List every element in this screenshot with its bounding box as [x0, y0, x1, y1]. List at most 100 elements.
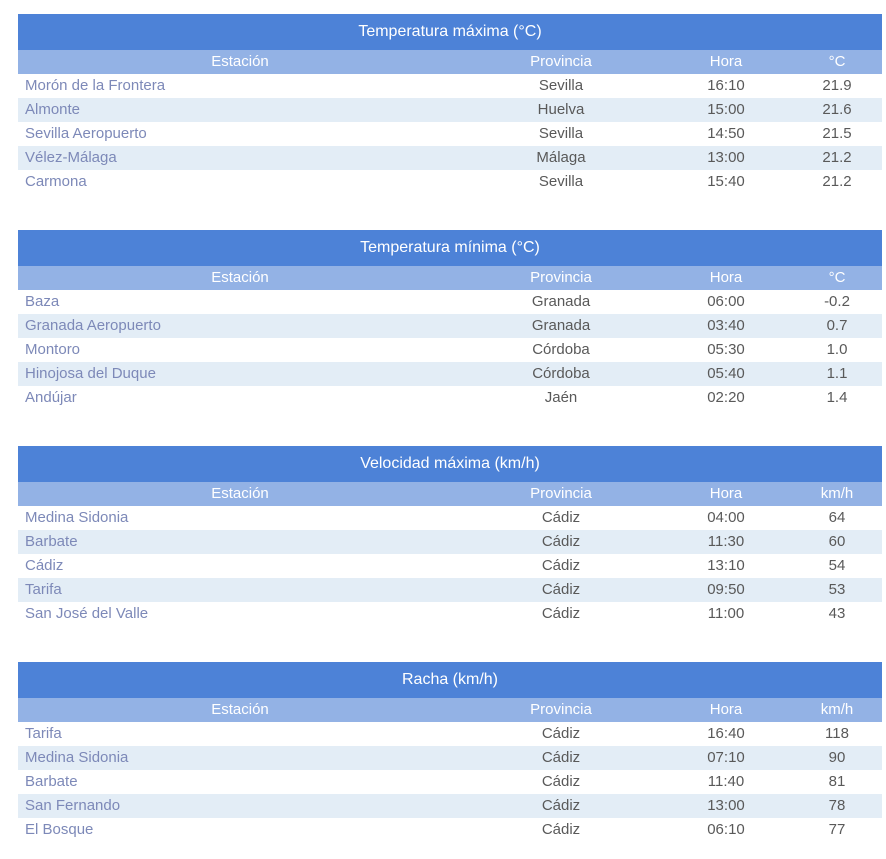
station-link[interactable]: Tarifa	[25, 581, 62, 598]
station-link[interactable]: Morón de la Frontera	[25, 77, 166, 94]
column-header-value: km/h	[820, 701, 854, 718]
table-header-row: Estación Provincia Hora km/h	[18, 482, 882, 506]
table-row: Morón de la Frontera Sevilla 16:10 21.9	[18, 74, 882, 98]
station-link[interactable]: Andújar	[25, 389, 77, 406]
column-header-estacion: Estación	[211, 485, 269, 502]
table-row: Cádiz Cádiz 13:10 54	[18, 554, 882, 578]
value-cell: 90	[828, 749, 846, 766]
hora-cell: 13:00	[707, 149, 745, 166]
hora-cell: 11:00	[707, 605, 745, 622]
station-link[interactable]: Hinojosa del Duque	[25, 365, 156, 382]
table-row: El Bosque Cádiz 06:10 77	[18, 818, 882, 842]
station-link[interactable]: Granada Aeropuerto	[25, 317, 161, 334]
value-cell: 53	[828, 581, 846, 598]
table-row: Almonte Huelva 15:00 21.6	[18, 98, 882, 122]
province-cell: Cádiz	[541, 557, 581, 574]
column-header-provincia: Provincia	[530, 701, 592, 718]
value-cell: 21.9	[822, 77, 852, 94]
station-link[interactable]: Sevilla Aeropuerto	[25, 125, 147, 142]
station-link[interactable]: Barbate	[25, 533, 78, 550]
column-header-estacion: Estación	[211, 269, 269, 286]
table-row: Andújar Jaén 02:20 1.4	[18, 386, 882, 410]
hora-cell: 11:40	[707, 773, 745, 790]
hora-cell: 04:00	[707, 509, 745, 526]
hora-cell: 05:40	[707, 365, 745, 382]
table-header-row: Estación Provincia Hora km/h	[18, 698, 882, 722]
velocidad-maxima-table: Velocidad máxima (km/h) Estación Provinc…	[18, 446, 882, 626]
hora-cell: 16:10	[707, 77, 745, 94]
province-cell: Cádiz	[541, 533, 581, 550]
value-cell: 21.6	[822, 101, 852, 118]
hora-cell: 15:40	[707, 173, 745, 190]
station-link[interactable]: Barbate	[25, 773, 78, 790]
province-cell: Sevilla	[538, 173, 584, 190]
station-link[interactable]: Vélez-Málaga	[25, 149, 117, 166]
station-link[interactable]: El Bosque	[25, 821, 94, 838]
hora-cell: 13:00	[707, 797, 745, 814]
temperatura-maxima-table: Temperatura máxima (°C) Estación Provinc…	[18, 14, 882, 194]
station-link[interactable]: Baza	[25, 293, 60, 310]
province-cell: Córdoba	[532, 365, 590, 382]
value-cell: 81	[828, 773, 846, 790]
table-row: Hinojosa del Duque Córdoba 05:40 1.1	[18, 362, 882, 386]
hora-cell: 14:50	[707, 125, 745, 142]
column-header-value: °C	[828, 269, 846, 286]
value-cell: 77	[828, 821, 846, 838]
column-header-hora: Hora	[709, 269, 743, 286]
province-cell: Cádiz	[541, 797, 581, 814]
station-link[interactable]: Medina Sidonia	[25, 749, 129, 766]
table-title: Velocidad máxima (km/h)	[18, 446, 882, 482]
hora-cell: 02:20	[707, 389, 745, 406]
table-row: Sevilla Aeropuerto Sevilla 14:50 21.5	[18, 122, 882, 146]
province-cell: Cádiz	[541, 821, 581, 838]
column-header-provincia: Provincia	[530, 269, 592, 286]
station-link[interactable]: San Fernando	[25, 797, 121, 814]
temperatura-minima-table: Temperatura mínima (°C) Estación Provinc…	[18, 230, 882, 410]
table-row: Tarifa Cádiz 16:40 118	[18, 722, 882, 746]
value-cell: 43	[828, 605, 846, 622]
hora-cell: 03:40	[707, 317, 745, 334]
station-link[interactable]: San José del Valle	[25, 605, 149, 622]
value-cell: 1.1	[826, 365, 848, 382]
table-row: Medina Sidonia Cádiz 07:10 90	[18, 746, 882, 770]
station-link[interactable]: Medina Sidonia	[25, 509, 129, 526]
value-cell: 21.5	[822, 125, 852, 142]
hora-cell: 16:40	[707, 725, 745, 742]
province-cell: Cádiz	[541, 773, 581, 790]
station-link[interactable]: Carmona	[25, 173, 87, 190]
hora-cell: 15:00	[707, 101, 745, 118]
table-title: Temperatura máxima (°C)	[18, 14, 882, 50]
column-header-value: km/h	[820, 485, 854, 502]
station-link[interactable]: Almonte	[25, 101, 81, 118]
province-cell: Granada	[531, 317, 591, 334]
column-header-provincia: Provincia	[530, 485, 592, 502]
province-cell: Córdoba	[532, 341, 590, 358]
province-cell: Cádiz	[541, 749, 581, 766]
table-row: Baza Granada 06:00 -0.2	[18, 290, 882, 314]
column-header-estacion: Estación	[211, 53, 269, 70]
station-link[interactable]: Montoro	[25, 341, 81, 358]
table-title: Racha (km/h)	[18, 662, 882, 698]
table-row: Montoro Córdoba 05:30 1.0	[18, 338, 882, 362]
column-header-value: °C	[828, 53, 846, 70]
value-cell: 21.2	[822, 149, 852, 166]
value-cell: 1.0	[826, 341, 848, 358]
table-row: San José del Valle Cádiz 11:00 43	[18, 602, 882, 626]
table-row: Granada Aeropuerto Granada 03:40 0.7	[18, 314, 882, 338]
province-cell: Sevilla	[538, 77, 584, 94]
province-cell: Sevilla	[538, 125, 584, 142]
station-link[interactable]: Tarifa	[25, 725, 62, 742]
value-cell: 60	[828, 533, 846, 550]
value-cell: 0.7	[826, 317, 848, 334]
table-row: San Fernando Cádiz 13:00 78	[18, 794, 882, 818]
value-cell: 1.4	[826, 389, 848, 406]
table-header-row: Estación Provincia Hora °C	[18, 50, 882, 74]
province-cell: Cádiz	[541, 605, 581, 622]
province-cell: Granada	[531, 293, 591, 310]
racha-table: Racha (km/h) Estación Provincia Hora km/…	[18, 662, 882, 842]
table-row: Carmona Sevilla 15:40 21.2	[18, 170, 882, 194]
column-header-estacion: Estación	[211, 701, 269, 718]
column-header-hora: Hora	[709, 53, 743, 70]
station-link[interactable]: Cádiz	[25, 557, 64, 574]
hora-cell: 11:30	[707, 533, 745, 550]
